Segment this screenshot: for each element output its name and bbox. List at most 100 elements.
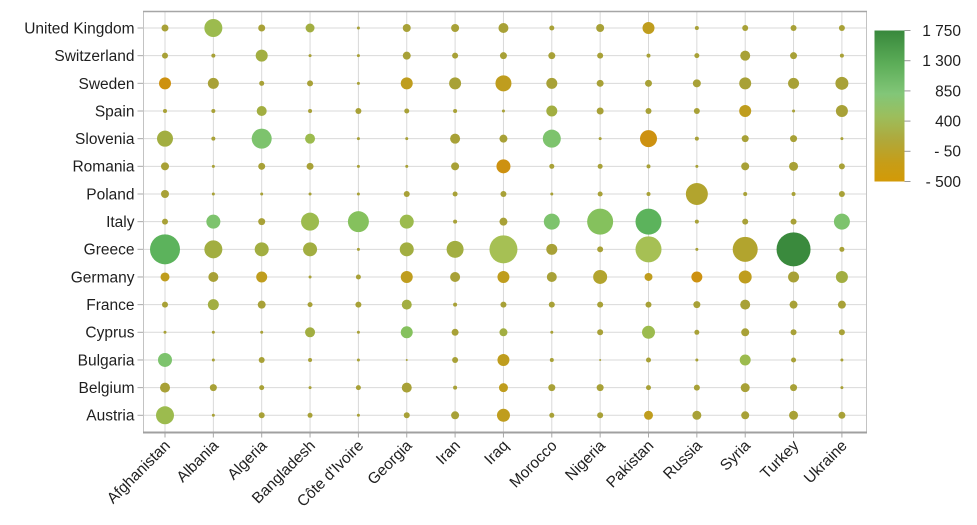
bubble xyxy=(211,108,216,113)
bubble xyxy=(156,406,174,425)
bubble xyxy=(693,107,700,114)
bubble xyxy=(500,301,507,308)
bubble xyxy=(399,214,414,229)
x-tick-label: Iran xyxy=(433,437,464,468)
y-tick-label: United Kingdom xyxy=(24,20,134,37)
bubble xyxy=(597,412,604,419)
bubble xyxy=(695,358,699,362)
legend-tick-label: 400 xyxy=(935,114,961,131)
bubble xyxy=(163,108,167,113)
bubble xyxy=(597,301,604,308)
bubble xyxy=(306,162,314,170)
bubble xyxy=(355,385,361,391)
bubble xyxy=(694,219,699,224)
x-tick-label: Ukraine xyxy=(801,437,851,487)
bubble xyxy=(260,192,264,196)
bubble xyxy=(692,79,701,88)
bubble xyxy=(499,217,508,226)
bubble xyxy=(211,413,215,417)
bubble xyxy=(499,134,508,143)
bubble xyxy=(450,271,461,282)
bubble xyxy=(499,328,508,337)
bubble xyxy=(498,23,509,33)
bubble xyxy=(211,330,215,334)
y-tick-label: Belgium xyxy=(79,380,135,397)
bubble xyxy=(646,164,651,169)
bubble xyxy=(593,269,608,284)
bubble xyxy=(646,191,651,196)
x-tick-label: Pakistan xyxy=(603,437,657,491)
x-tick-label: Turkey xyxy=(757,437,802,482)
bubble xyxy=(838,25,845,31)
bubble xyxy=(742,25,749,31)
bubble xyxy=(303,242,318,257)
bubble xyxy=(645,107,652,114)
bubble xyxy=(451,411,460,420)
y-tick-label: Spain xyxy=(95,103,135,120)
legend-tick-label: 1 300 xyxy=(922,53,961,70)
bubble xyxy=(211,192,215,196)
bubble xyxy=(355,274,361,280)
bubble xyxy=(790,135,798,143)
legend-tick-label: - 500 xyxy=(926,174,962,191)
bubble xyxy=(355,301,362,308)
bubble xyxy=(635,236,662,263)
bubbles xyxy=(150,19,850,425)
bubble xyxy=(645,301,652,308)
bubble xyxy=(211,136,216,141)
bubble xyxy=(501,109,505,113)
bubble xyxy=(157,130,173,147)
bubble xyxy=(308,357,313,362)
bubble xyxy=(453,108,458,113)
x-tick-label: Afghanistan xyxy=(104,437,174,507)
bubble xyxy=(405,164,409,168)
bubble xyxy=(833,213,850,230)
bubble xyxy=(598,137,602,141)
bubble xyxy=(741,328,750,337)
bubble xyxy=(838,190,845,197)
bubble xyxy=(163,330,167,334)
bubble xyxy=(257,300,266,309)
bubble xyxy=(646,385,651,391)
bubble xyxy=(452,356,459,363)
bubble xyxy=(693,384,700,391)
bubble xyxy=(161,162,169,171)
bubble xyxy=(211,164,215,168)
bubble xyxy=(739,354,751,366)
bubble xyxy=(256,271,268,283)
bubble xyxy=(740,50,751,61)
bubble xyxy=(792,109,796,113)
bubble xyxy=(258,412,265,419)
bubble xyxy=(840,358,844,362)
y-tick-label: Greece xyxy=(84,242,135,259)
bubble xyxy=(635,208,662,235)
bubble xyxy=(694,26,699,30)
bubble xyxy=(835,270,848,283)
bubble xyxy=(489,235,518,264)
bubble xyxy=(307,302,313,308)
bubble xyxy=(550,330,554,334)
bubble xyxy=(548,384,556,392)
bubble xyxy=(208,271,219,282)
bubble xyxy=(549,25,555,31)
bubble xyxy=(403,190,410,197)
bubble xyxy=(738,270,752,284)
bubble xyxy=(206,214,221,229)
bubble xyxy=(596,24,605,32)
bubble xyxy=(497,353,510,366)
bubble xyxy=(356,330,360,334)
bubble xyxy=(685,182,708,205)
bubble xyxy=(596,384,604,392)
bubble xyxy=(739,104,752,117)
bubble xyxy=(546,77,558,89)
bubble xyxy=(646,53,651,58)
bubble xyxy=(451,328,459,336)
bubble xyxy=(838,411,846,419)
bubble xyxy=(694,329,700,335)
bubble xyxy=(162,52,168,59)
bubble xyxy=(159,77,171,90)
x-axis-labels: Afghanistan Albania AlgeriaBangladeshCôte … xyxy=(104,437,851,510)
bubble xyxy=(356,192,360,196)
bubble xyxy=(546,105,558,117)
